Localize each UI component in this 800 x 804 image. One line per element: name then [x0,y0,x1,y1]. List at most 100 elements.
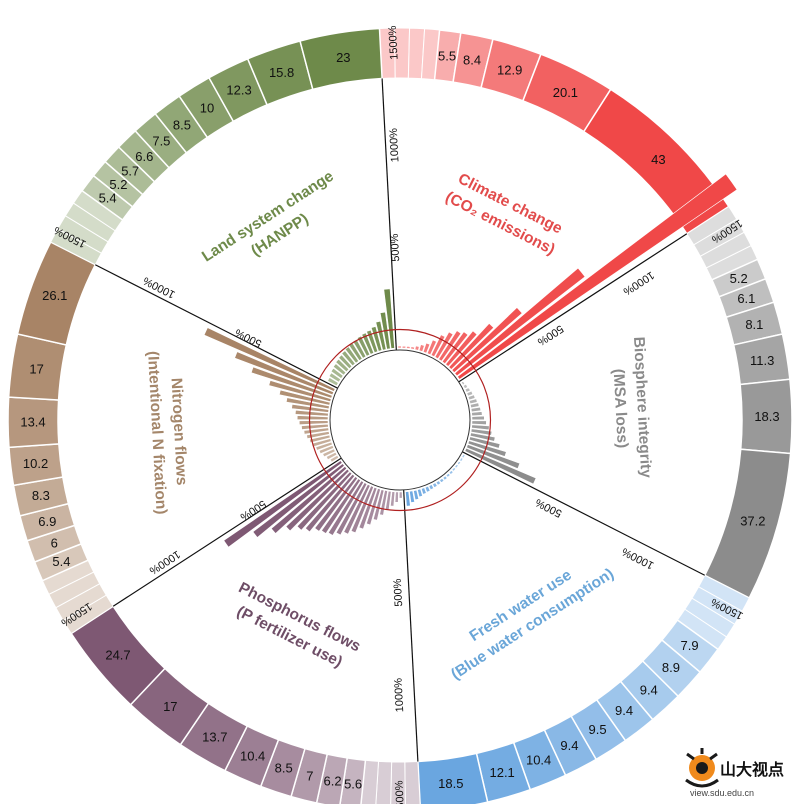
inner-bar [234,351,334,396]
inner-bar [328,372,342,383]
sector-title-line2: (MSA loss) [610,368,631,448]
ring-cell-value: 11.3 [750,353,774,368]
inner-bar [375,320,387,351]
inner-bar [471,424,490,431]
inner-bar [398,491,403,499]
inner-bar [372,489,385,521]
inner-bar [366,329,379,354]
inner-bar [456,460,462,466]
inner-bar [467,394,476,401]
ring-cell-value: 13.7 [202,729,227,744]
ring-cell [299,27,383,91]
inner-bar [439,477,445,483]
inner-bar [397,345,402,349]
inner-bar [468,436,501,449]
inner-bar [285,468,350,532]
axis-label: 1000% [388,128,402,163]
inner-bar [250,366,333,399]
inner-bars [203,173,738,548]
inner-bar [414,345,420,351]
ring-cell-value: 5.7 [121,164,139,179]
inner-bar [304,473,356,533]
inner-bar [471,411,483,417]
ring-cell-value: 8.4 [463,53,481,68]
ring-cell-value: 23 [336,50,350,65]
sector-title: Phosphorus flows(P fertilizer use) [234,579,363,671]
inner-bar [420,487,427,495]
inner-bar [327,377,339,387]
inner-bar [268,380,332,403]
inner-bar [466,390,474,397]
inner-bar [445,472,451,478]
inner-bar [471,415,485,421]
sector-title: Nitrogen flows(Intentional N fixation) [144,351,190,515]
axis-label: 1000% [141,274,177,300]
inner-bar [278,389,331,406]
inner-bar [428,484,435,491]
inner-bar [294,409,329,417]
sector-dividers [95,78,705,762]
inner-bar [470,428,493,436]
inner-bar [405,491,411,507]
ring-cell-value: 8.5 [275,761,293,776]
ring-cell-value: 17 [29,361,43,376]
axis-label: 1500% [387,25,401,60]
sector-divider [112,457,342,607]
inner-bar [394,491,399,503]
ring-cell-value: 6.9 [38,514,56,529]
inner-bar [422,342,431,354]
inner-bar [343,483,371,535]
ring-cell-value: 6.1 [737,291,755,306]
inner-bar [401,345,407,349]
inner-bar [383,288,395,349]
inner-bar [418,344,425,352]
inner-bar [314,476,359,532]
axis-label: 500% [389,233,402,262]
inner-bar [321,478,362,534]
ring-cell-value: 9.4 [615,703,633,718]
ring-cell-value: 12.3 [226,83,251,98]
inner-bar [327,480,365,536]
outer-ring: 5.5 8.4 12.9 20.1 43 5.2 6.1 8.1 11.3 18.3 37.2 7.9… [7,27,793,804]
inner-bar [462,383,468,389]
inner-bar [468,398,478,405]
ring-cell-value: 7.9 [680,638,698,653]
ring-cell-value: 9.5 [589,722,607,737]
ring-cell-value: 12.9 [497,62,522,77]
inner-bar [318,445,335,455]
ring-cell-value: 10.4 [240,749,265,764]
ring-cell-value: 9.4 [640,682,658,697]
inner-bar [454,463,459,469]
ring-cell-value: 18.5 [438,776,463,791]
inner-bar [325,451,338,460]
axis-label: 500% [535,322,565,348]
ring-cell-value: 13.4 [20,415,45,430]
ring-cell-value: 5.5 [438,49,456,64]
ring-cell-value: 8.9 [662,660,680,675]
ring-cell-value: 5.2 [730,271,748,286]
inner-bar [434,331,454,360]
ring-cell-value: 7 [306,768,313,783]
sector-divider [95,264,338,389]
inner-bar [471,420,487,425]
inner-bar [285,397,330,410]
ring-cell-value: 10 [200,100,214,115]
inner-bar [409,490,415,503]
inner-bar [435,480,442,486]
inner-bar [330,367,344,379]
inner-bar [309,434,331,444]
ring-cell-value: 6 [51,536,58,551]
inner-bar [329,454,340,463]
inner-bar [315,441,333,451]
inner-bar [426,339,437,356]
ring-cell-value: 43 [651,152,665,167]
inner-bar [454,267,586,377]
inner-bar [432,482,438,488]
ring-cell-value: 18.3 [754,409,779,424]
ring-cell-value: 10.2 [23,456,48,471]
inner-bar [466,444,521,469]
inner-bar [322,448,336,458]
axis-label: 500% [392,578,405,607]
inner-bar [417,488,423,498]
